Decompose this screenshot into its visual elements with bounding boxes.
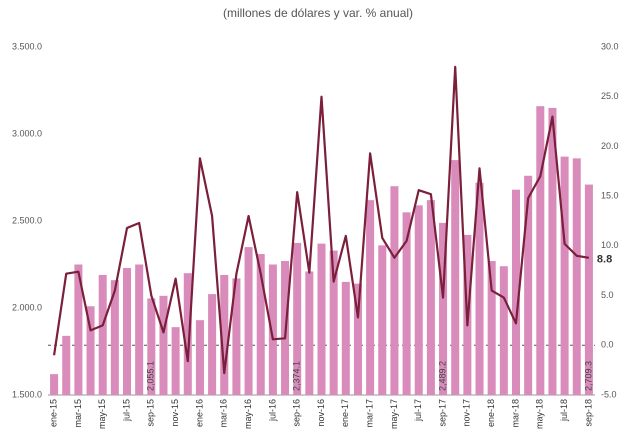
bar xyxy=(268,264,277,395)
x-tick-label: mar-18 xyxy=(510,399,520,428)
x-tick-label: ene-18 xyxy=(486,399,496,427)
bar xyxy=(560,156,569,395)
bar xyxy=(366,200,375,395)
bar xyxy=(414,205,423,395)
bar xyxy=(378,245,387,395)
bar xyxy=(439,222,448,395)
bar xyxy=(487,261,496,395)
bar xyxy=(135,264,144,395)
x-tick-label: may-17 xyxy=(389,399,399,429)
x-tick-label: may-16 xyxy=(243,399,253,429)
x-tick-label: mar-17 xyxy=(364,399,374,428)
bar xyxy=(98,274,107,395)
value-label: 2,055.1 xyxy=(146,361,156,391)
x-tick-label: may-18 xyxy=(535,399,545,429)
x-tick-label: jul-16 xyxy=(267,399,277,422)
end-label: 8.8 xyxy=(597,254,612,266)
y2-tick-label: -5.0 xyxy=(601,389,617,399)
bar xyxy=(536,106,545,395)
bar xyxy=(171,327,180,395)
value-label: 2,374.1 xyxy=(292,361,302,391)
x-tick-label: mar-15 xyxy=(73,399,83,428)
x-tick-label: jul-18 xyxy=(559,399,569,422)
x-tick-label: jul-15 xyxy=(121,399,131,422)
bar xyxy=(159,295,168,395)
x-tick-label: ene-15 xyxy=(48,399,58,427)
bar xyxy=(451,160,460,395)
y2-tick-label: 20.0 xyxy=(601,141,619,151)
bar xyxy=(390,186,399,395)
bar xyxy=(329,250,338,395)
x-tick-label: ene-17 xyxy=(340,399,350,427)
bar xyxy=(110,280,119,395)
y2-tick-label: 5.0 xyxy=(601,290,614,300)
x-tick-label: ene-16 xyxy=(194,399,204,427)
y-tick-label: 2.000.0 xyxy=(12,302,42,312)
x-tick-label: sep-15 xyxy=(146,399,156,427)
bar xyxy=(74,264,83,395)
bar xyxy=(524,175,533,395)
bar xyxy=(353,283,362,395)
bar xyxy=(305,271,314,395)
y2-tick-label: 0.0 xyxy=(601,340,614,350)
bar xyxy=(195,320,204,395)
y2-tick-label: 15.0 xyxy=(601,191,619,201)
bar xyxy=(256,254,265,395)
bar xyxy=(402,212,411,395)
bar xyxy=(244,247,253,395)
x-tick-label: nov-16 xyxy=(316,399,326,427)
bar xyxy=(572,158,581,395)
bar xyxy=(499,266,508,395)
value-label: 2,709.3 xyxy=(583,361,593,391)
y2-tick-label: 25.0 xyxy=(601,91,619,101)
y-tick-label: 1.500.0 xyxy=(12,389,42,399)
x-tick-label: sep-18 xyxy=(583,399,593,427)
x-tick-label: nov-17 xyxy=(462,399,472,427)
chart-subtitle: (millones de dólares y var. % anual) xyxy=(223,6,413,20)
y2-tick-label: 10.0 xyxy=(601,240,619,250)
bar xyxy=(183,273,192,395)
bar xyxy=(584,184,593,395)
bar xyxy=(232,278,241,395)
bar xyxy=(86,306,95,395)
bar xyxy=(220,274,229,395)
bar xyxy=(293,242,302,395)
x-tick-label: may-15 xyxy=(97,399,107,429)
bar xyxy=(147,298,156,395)
x-tick-label: jul-17 xyxy=(413,399,423,422)
x-tick-label: sep-16 xyxy=(292,399,302,427)
bar xyxy=(50,374,59,395)
x-tick-label: sep-17 xyxy=(437,399,447,427)
bar xyxy=(341,281,350,395)
bar xyxy=(475,182,484,395)
bar xyxy=(317,243,326,395)
bar xyxy=(62,335,71,395)
value-label: 2,489.2 xyxy=(437,361,447,391)
y-tick-label: 3.000.0 xyxy=(12,128,42,138)
bar xyxy=(122,267,132,395)
line xyxy=(52,65,590,375)
bar xyxy=(208,294,217,395)
x-tick-label: mar-16 xyxy=(219,399,229,428)
bar xyxy=(548,107,557,396)
bar xyxy=(426,200,435,395)
y-tick-label: 2.500.0 xyxy=(12,215,42,225)
bar xyxy=(511,189,521,395)
y2-tick-label: 30.0 xyxy=(601,41,619,51)
y-tick-label: 3.500.0 xyxy=(12,41,42,51)
x-tick-label: nov-15 xyxy=(170,399,180,427)
